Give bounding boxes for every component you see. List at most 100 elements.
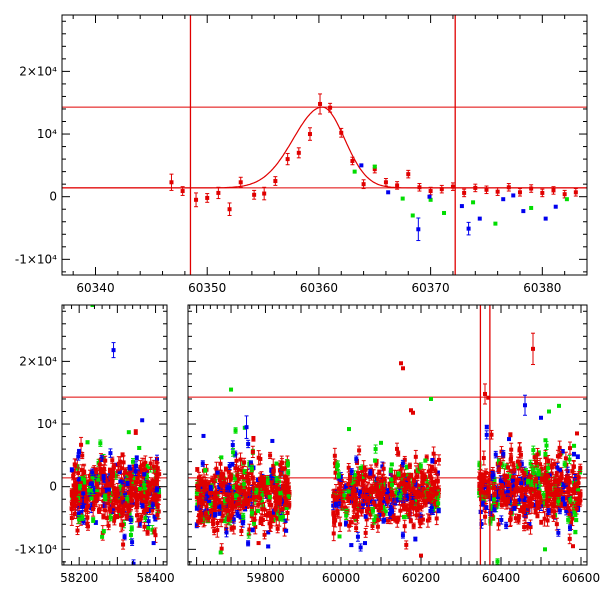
data-point [232,476,237,481]
top-data-point [339,127,344,138]
data-point [96,478,101,483]
data-point [128,468,133,473]
bottom-data-point [101,474,106,480]
data-point [118,459,123,464]
data-point [154,473,159,478]
data-point [144,510,149,515]
data-point [76,512,81,517]
data-point [152,529,157,534]
data-point [72,504,77,509]
data-point [142,472,147,477]
bottom-data-point [238,452,243,467]
data-point [241,519,246,524]
data-point [146,525,151,530]
data-point [93,520,98,525]
data-point [255,483,260,488]
data-point [151,464,156,469]
data-point [113,473,118,478]
data-point [148,461,153,466]
bottom-data-point [107,487,112,492]
data-point [279,507,284,512]
bottom-data-point [120,519,125,531]
data-point [285,157,290,162]
bottom-data-point [101,529,106,534]
data-point [511,193,516,198]
bottom-data-point [78,476,83,482]
data-point [129,526,134,531]
data-point [125,481,130,486]
data-point [127,465,132,470]
top-data-point [473,183,478,193]
data-point [120,522,125,527]
top-data-point [361,179,366,190]
top-data-point [471,200,476,205]
data-point [562,192,567,197]
data-point [529,186,534,191]
data-point [128,503,133,508]
top-data-point [529,184,534,193]
top-data-point [262,186,267,201]
data-point [128,489,133,494]
data-point [231,525,236,530]
data-point [215,520,220,525]
data-point [272,484,277,489]
data-point [136,518,141,523]
bottom-data-point [260,502,265,516]
data-point [218,461,223,466]
data-point [101,529,106,534]
bottom-data-point [135,492,140,503]
data-point [144,474,149,479]
data-point [134,505,139,510]
bottom-data-point [215,519,220,527]
data-point [400,196,405,201]
bottom-data-point [122,533,127,541]
data-point [122,535,127,540]
data-point [117,513,122,518]
data-point [146,519,151,524]
bottom-data-point [138,479,143,485]
data-point [108,515,113,520]
data-point [169,180,174,185]
data-point [216,190,221,195]
top-data-point [417,183,422,192]
data-point [108,508,113,513]
bottom-data-point [108,471,113,485]
data-point [148,482,153,487]
data-point [195,467,200,472]
top-panel-zoom-light-curve: 60340 60350 60360 60370 60380 -1×10⁴ 0 10⁴ 2×10⁴ [15,14,588,295]
top-data-point [180,186,185,196]
data-point [131,481,136,486]
data-point [128,483,133,488]
bottom-data-point [85,522,90,531]
bottom-data-point [108,448,113,458]
data-point [239,528,244,533]
data-point [138,464,143,469]
data-point [284,528,289,533]
data-point [128,517,133,522]
data-point [91,518,96,523]
data-point [462,190,467,195]
bottom-plot-area [62,305,167,565]
bottom-data-point [99,455,104,462]
data-point [266,478,271,483]
bottom-data-point [120,508,125,518]
bottom-data-point [89,496,94,501]
data-point [258,516,263,521]
data-point [81,486,86,491]
data-point [103,458,108,463]
x-tick-label: 60350 [188,281,226,295]
bottom-data-point [100,486,105,495]
data-point [222,499,227,504]
bottom-data-point [94,492,99,500]
data-point [386,190,391,195]
bottom-data-point [123,501,128,509]
bottom-data-point [97,458,102,471]
data-point [100,534,105,539]
data-point [116,506,121,511]
data-point [90,305,95,307]
bottom-data-point [121,455,126,470]
data-point [540,190,545,195]
top-data-point [450,182,455,191]
bottom-data-point [223,466,228,472]
data-point [122,480,127,485]
